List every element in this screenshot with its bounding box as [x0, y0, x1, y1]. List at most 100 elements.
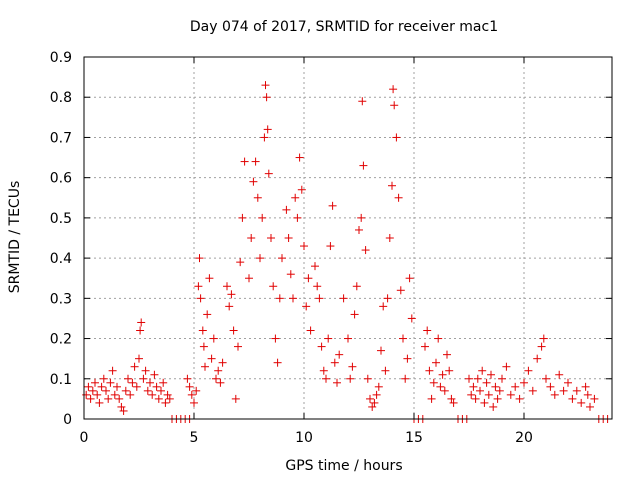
- y-tick-label: 0.4: [50, 251, 72, 267]
- plot-frame: [83, 56, 613, 420]
- data-point: [572, 386, 581, 395]
- data-point: [207, 354, 216, 363]
- data-point: [524, 366, 533, 375]
- data-point: [291, 193, 300, 202]
- data-point: [84, 382, 93, 391]
- data-point: [374, 382, 383, 391]
- data-point: [117, 402, 126, 411]
- y-tick-label: 0.8: [50, 90, 72, 106]
- data-point: [273, 358, 282, 367]
- y-tick-label: 0.7: [50, 130, 72, 146]
- data-point: [165, 394, 174, 403]
- data-point: [564, 378, 572, 387]
- data-point: [247, 234, 256, 242]
- data-point: [104, 394, 113, 403]
- data-point: [106, 378, 115, 387]
- data-point: [473, 374, 482, 383]
- data-point: [389, 85, 398, 94]
- data-point: [261, 81, 270, 90]
- data-point: [491, 382, 500, 391]
- data-point: [495, 386, 504, 395]
- data-point: [304, 274, 313, 283]
- data-point: [163, 390, 172, 399]
- data-point: [216, 378, 225, 387]
- data-point: [271, 334, 280, 343]
- data-point: [300, 242, 308, 251]
- data-point: [443, 350, 451, 359]
- data-point: [401, 374, 410, 383]
- data-point: [511, 382, 520, 391]
- data-point: [196, 294, 205, 303]
- data-point: [590, 394, 599, 403]
- data-point: [447, 394, 456, 403]
- data-point: [392, 133, 401, 142]
- data-point: [377, 346, 385, 355]
- data-point: [119, 406, 128, 415]
- data-point: [328, 201, 337, 210]
- data-point: [82, 390, 91, 399]
- data-point: [313, 282, 322, 291]
- y-tick-label: 0.5: [50, 211, 72, 227]
- data-point: [157, 386, 165, 395]
- y-tick-label: 0.2: [50, 332, 72, 348]
- data-point: [115, 394, 124, 403]
- data-point: [383, 294, 392, 303]
- data-point: [146, 378, 154, 387]
- data-point: [366, 394, 374, 403]
- data-point: [150, 370, 159, 379]
- data-point: [350, 310, 359, 319]
- data-point: [148, 390, 157, 399]
- data-point: [427, 394, 436, 403]
- y-tick-label: 0.6: [50, 171, 72, 187]
- data-point: [231, 394, 240, 403]
- data-point: [113, 382, 121, 391]
- data-point: [434, 334, 443, 343]
- x-tick-label: 10: [295, 430, 313, 446]
- data-point: [379, 302, 388, 311]
- data-point: [282, 205, 291, 214]
- y-tick-label: 0: [63, 412, 72, 428]
- data-point: [227, 290, 236, 299]
- data-point: [539, 334, 548, 343]
- data-point: [223, 282, 231, 291]
- data-point: [256, 254, 264, 263]
- data-point: [493, 394, 502, 403]
- data-point: [284, 234, 293, 242]
- data-point: [238, 213, 247, 222]
- data-point: [278, 254, 286, 263]
- x-tick-label: 20: [515, 430, 533, 446]
- data-point: [515, 394, 524, 403]
- data-point: [394, 193, 403, 202]
- data-point: [218, 358, 227, 367]
- data-point: [324, 334, 333, 343]
- data-point: [306, 326, 315, 335]
- data-point: [528, 386, 537, 395]
- data-point: [407, 314, 416, 323]
- data-point: [249, 177, 258, 186]
- data-point: [403, 354, 412, 363]
- data-point: [203, 310, 212, 319]
- data-point: [286, 270, 295, 279]
- data-point: [385, 234, 394, 242]
- data-point: [124, 374, 132, 383]
- chart-title: Day 074 of 2017, SRMTID for receiver mac…: [190, 19, 498, 35]
- data-point: [126, 390, 135, 399]
- data-point: [267, 234, 275, 242]
- data-point: [333, 378, 341, 387]
- data-point: [370, 398, 379, 407]
- y-tick-label: 0.1: [50, 372, 72, 388]
- data-point: [445, 366, 454, 375]
- data-point: [559, 386, 568, 395]
- data-point: [121, 386, 130, 395]
- data-point: [198, 326, 207, 335]
- data-point: [102, 386, 110, 395]
- data-point: [187, 390, 196, 399]
- data-point: [550, 390, 559, 399]
- data-point: [482, 378, 491, 387]
- data-point: [245, 274, 253, 283]
- data-point: [136, 326, 145, 335]
- data-point: [344, 334, 352, 343]
- y-tick-label: 0.9: [50, 50, 72, 66]
- data-point: [229, 326, 238, 335]
